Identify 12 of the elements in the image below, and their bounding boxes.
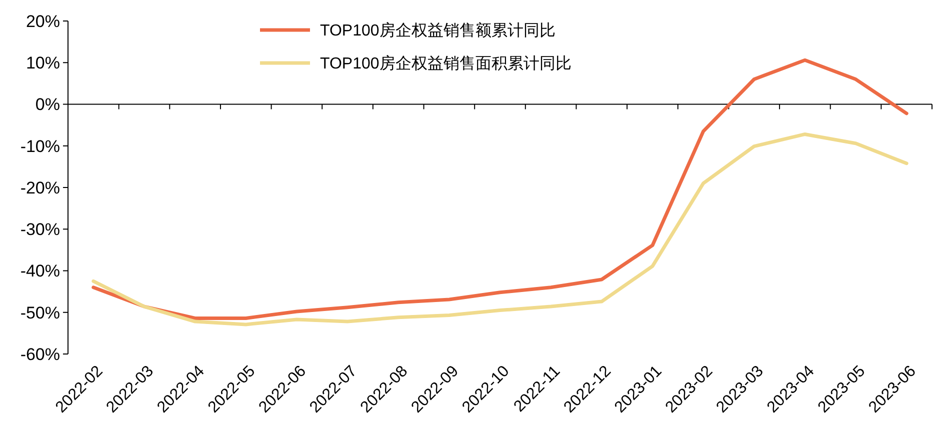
y-tick-label: 20% — [26, 12, 60, 31]
y-tick-label: 0% — [35, 95, 60, 114]
y-tick-label: -10% — [20, 136, 60, 156]
legend-label: TOP100房企权益销售额累计同比 — [320, 22, 556, 40]
line-series — [92, 132, 908, 326]
y-tick-label: -40% — [20, 262, 60, 281]
y-tick-label: -50% — [20, 303, 60, 322]
y-tick-label: -60% — [20, 344, 60, 364]
y-tick-label: -30% — [20, 220, 60, 240]
y-tick-label: 10% — [26, 54, 60, 73]
legend-label: TOP100房企权益销售面积累计同比 — [320, 54, 572, 73]
y-tick-label: -20% — [20, 178, 60, 198]
